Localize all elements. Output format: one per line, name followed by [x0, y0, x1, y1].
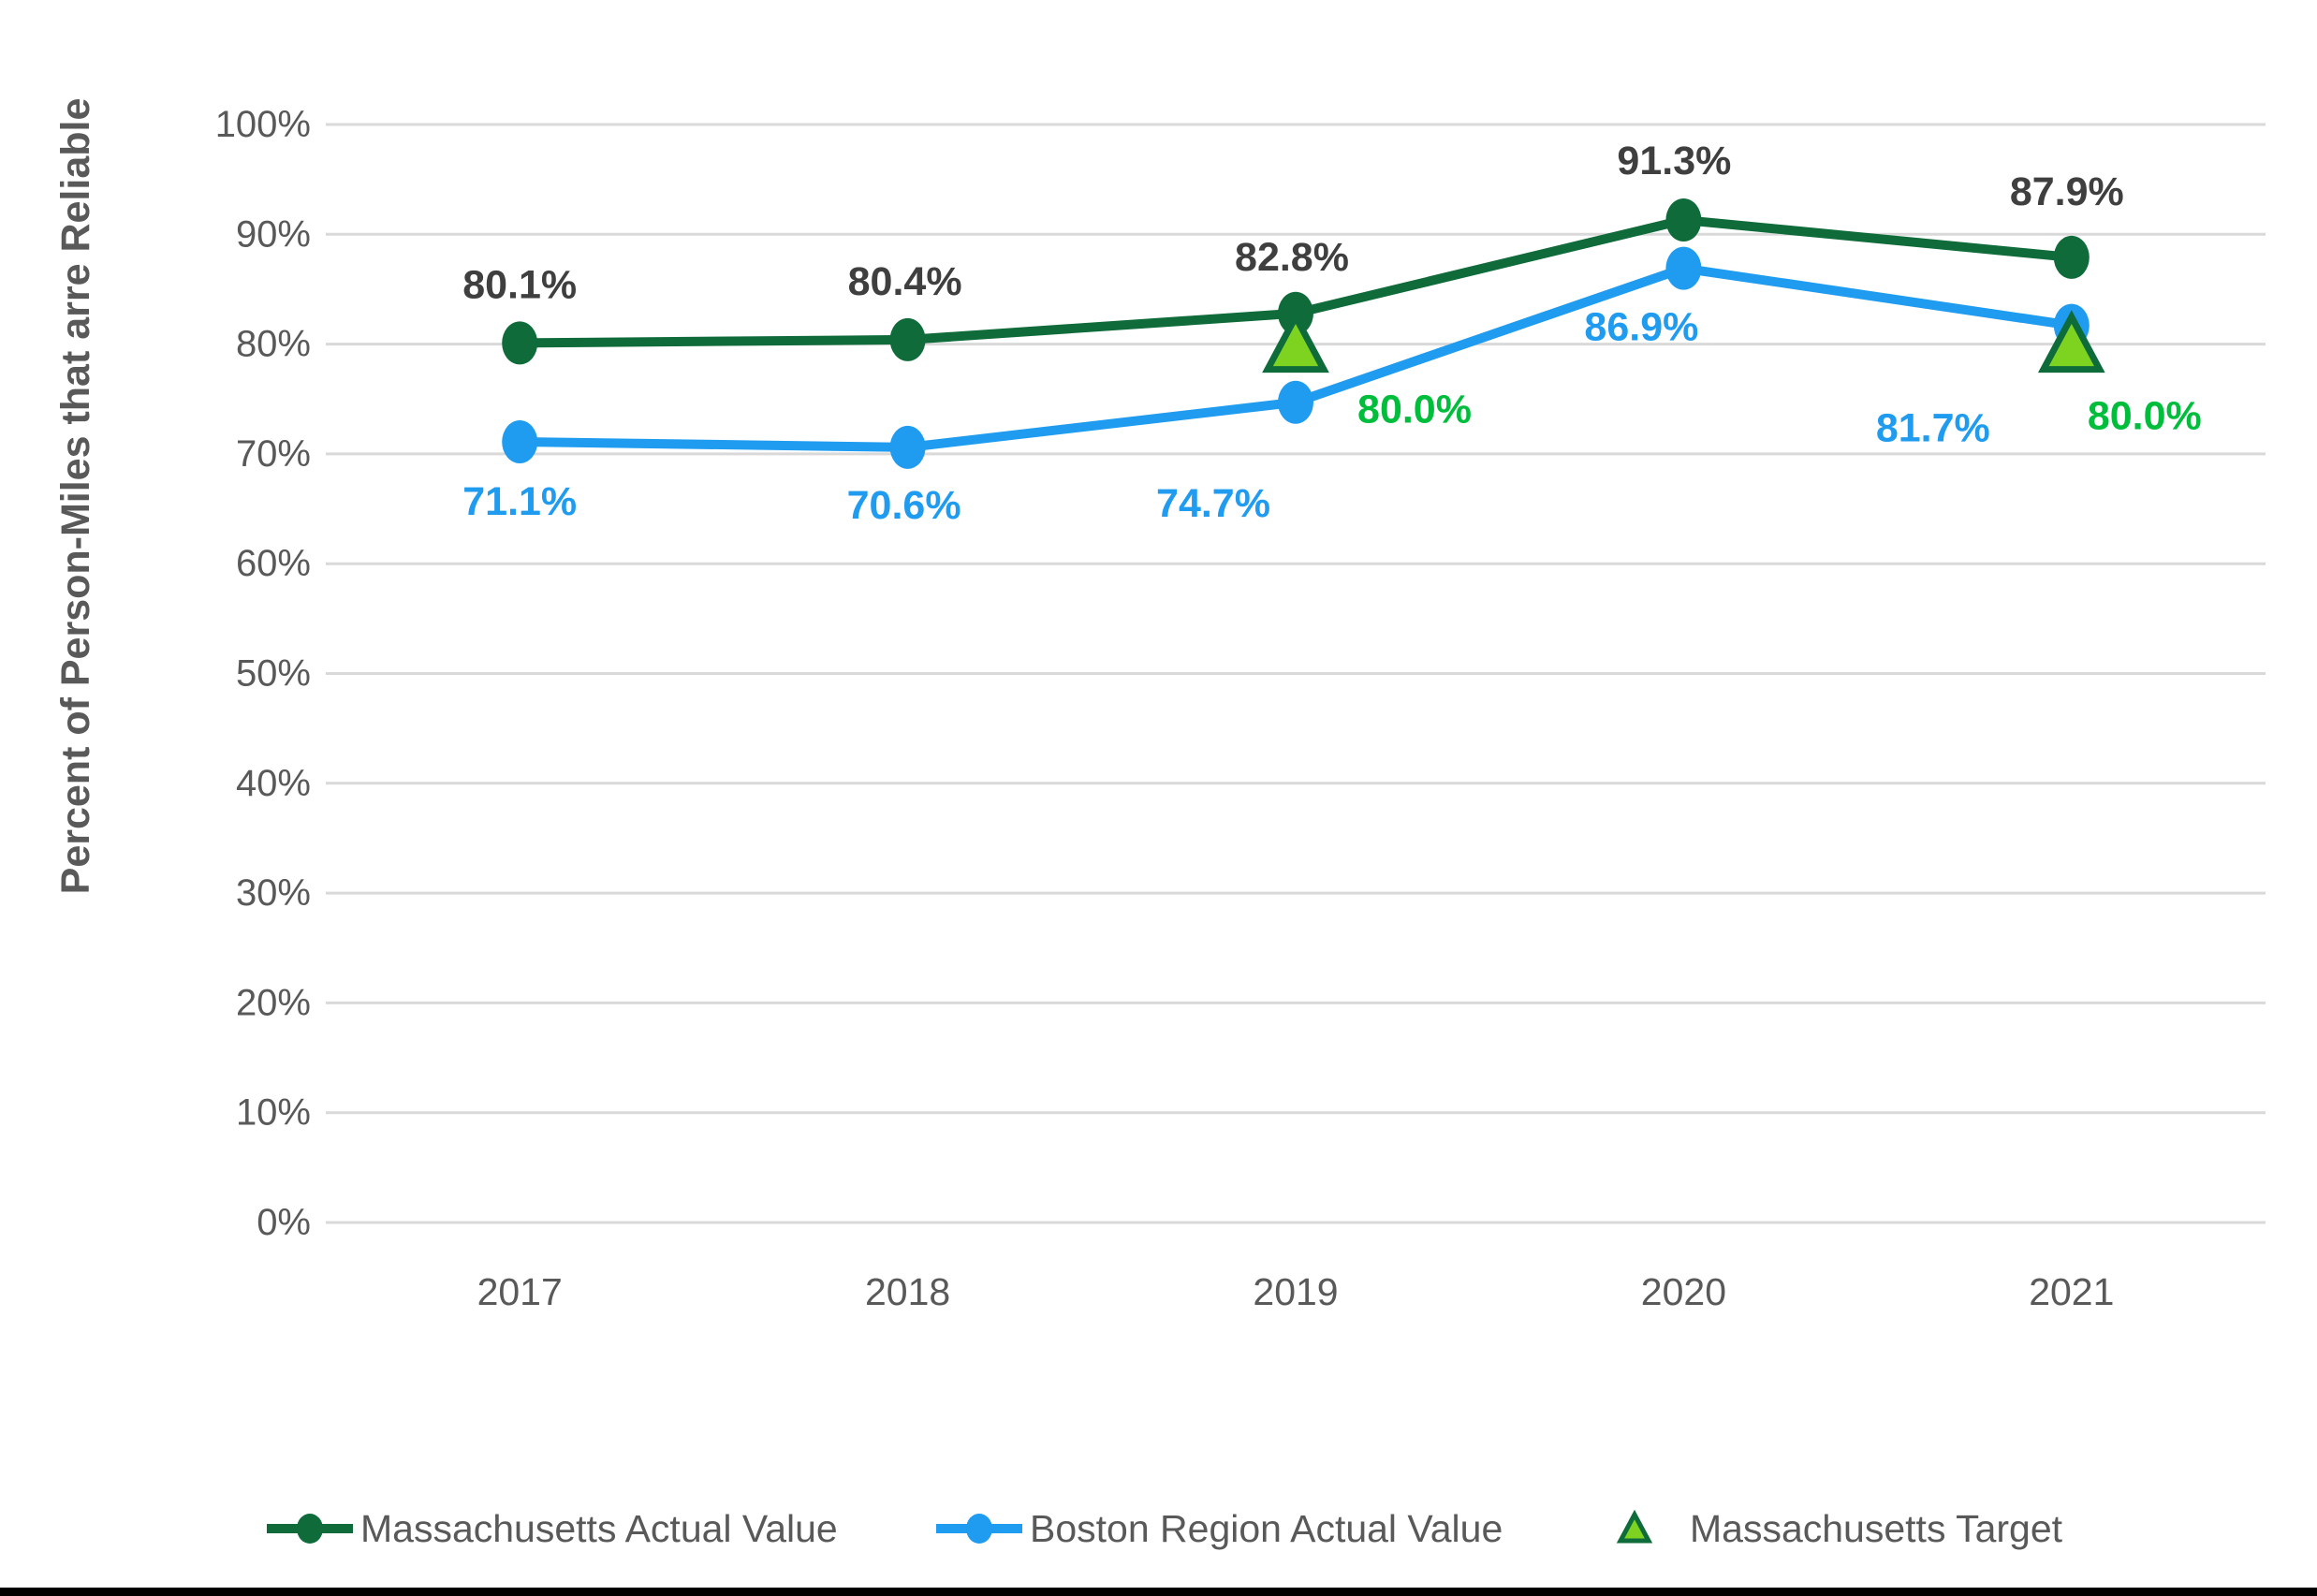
legend: Massachusetts Actual Value Boston Region …: [267, 1507, 2063, 1550]
massachusetts-actual-value-value-label-2020: 91.3%: [1617, 139, 1731, 183]
boston-region-actual-value-value-label-2019: 74.7%: [1156, 481, 1270, 526]
massachusetts-actual-value-value-label-2019: 82.8%: [1235, 235, 1349, 280]
y-tick-label-10%: 10%: [236, 1092, 311, 1134]
y-tick-label-80%: 80%: [236, 324, 311, 365]
x-tick-label-2019: 2019: [1253, 1270, 1338, 1313]
boston-region-actual-value-value-label-2018: 70.6%: [847, 483, 961, 528]
data-labels-layer: 80.1% 80.4% 82.8% 91.3% 87.9% 71.1% 70.6% 74.7%…: [462, 139, 2202, 528]
y-tick-label-60%: 60%: [236, 543, 311, 584]
legend-marker-massachusetts-actual-value: [297, 1514, 323, 1544]
boston-region-actual-value-point-2019: [1278, 380, 1313, 424]
massachusetts-actual-value-point-2020: [1665, 198, 1702, 242]
massachusetts-actual-value-point-2018: [889, 317, 926, 361]
massachusetts-actual-value-value-label-2017: 80.1%: [462, 262, 577, 307]
massachusetts-actual-value-point-2021: [2053, 235, 2090, 279]
y-tick-label-0%: 0%: [257, 1202, 311, 1243]
y-tick-label-70%: 70%: [236, 433, 311, 475]
massachusetts-target-value-label-2021: 80.0%: [2088, 394, 2202, 439]
legend-marker-boston-region-actual-value: [966, 1514, 992, 1544]
boston-region-actual-value-point-2020: [1665, 246, 1702, 290]
legend-label-massachusetts-target: Massachusetts Target: [1690, 1507, 2063, 1550]
y-tick-label-90%: 90%: [236, 213, 311, 255]
massachusetts-actual-value-value-label-2018: 80.4%: [848, 259, 962, 304]
x-tick-label-2017: 2017: [477, 1270, 563, 1313]
y-tick-label-20%: 20%: [236, 982, 311, 1023]
series-layer: [502, 198, 2105, 469]
boston-region-actual-value-value-label-2017: 71.1%: [462, 479, 577, 524]
boston-region-actual-value-value-label-2021: 81.7%: [1876, 406, 1990, 451]
legend-marker-massachusetts-target: [1616, 1509, 1653, 1544]
bottom-border-bar: [0, 1588, 2317, 1596]
massachusetts-target-marker-2021: [2037, 310, 2105, 373]
legend-label-boston-region-actual-value: Boston Region Actual Value: [1030, 1507, 1503, 1550]
y-tick-label-100%: 100%: [215, 104, 311, 145]
massachusetts-actual-value-point-2017: [502, 321, 538, 365]
legend-item-massachusetts-actual-value: Massachusetts Actual Value: [267, 1507, 838, 1550]
boston-region-actual-value-point-2018: [889, 425, 926, 469]
y-tick-label-50%: 50%: [236, 653, 311, 695]
massachusetts-target-value-label-2019: 80.0%: [1357, 388, 1472, 432]
legend-label-massachusetts-actual-value: Massachusetts Actual Value: [360, 1507, 838, 1550]
legend-item-massachusetts-target: Massachusetts Target: [1616, 1507, 2063, 1550]
axis-ticks-layer: 0% 10% 20% 30% 40% 50% 60% 70% 80% 90% 100% 2017 201…: [215, 104, 2115, 1313]
x-tick-label-2018: 2018: [865, 1270, 950, 1313]
y-tick-label-30%: 30%: [236, 872, 311, 914]
boston-region-actual-value-value-label-2020: 86.9%: [1584, 305, 1698, 350]
x-tick-label-2020: 2020: [1641, 1270, 1726, 1313]
legend-item-boston-region-actual-value: Boston Region Actual Value: [936, 1507, 1503, 1550]
x-tick-label-2021: 2021: [2029, 1270, 2114, 1313]
boston-region-actual-value-point-2017: [502, 419, 538, 463]
gridlines-layer: [326, 123, 2266, 1224]
massachusetts-actual-value-value-label-2021: 87.9%: [2010, 169, 2124, 214]
y-tick-label-40%: 40%: [236, 763, 311, 804]
y-axis-title: Percent of Person-Miles that arre Reliab…: [53, 98, 98, 895]
massachusetts-target-marker-2019: [1262, 310, 1329, 373]
